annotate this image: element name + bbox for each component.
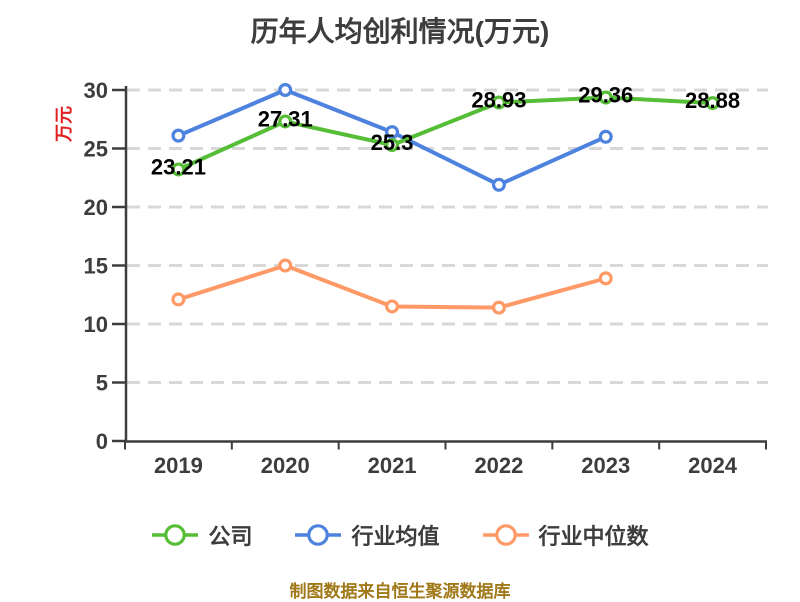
company-point-label: 28.93 — [471, 88, 526, 113]
y-tick-label: 25 — [84, 137, 108, 162]
company-point — [171, 162, 186, 177]
legend-item-company: 公司 — [151, 519, 252, 551]
industry-average-point — [598, 129, 613, 144]
legend-label-industry-median: 行业中位数 — [538, 524, 649, 549]
y-tick-label: 15 — [84, 254, 108, 279]
company-point — [598, 90, 613, 105]
company-point-label: 25.3 — [371, 130, 414, 155]
company-point-label: 28.88 — [685, 88, 740, 113]
legend-label-industry-average: 行业均值 — [351, 524, 440, 549]
legend-item-industry-average: 行业均值 — [294, 519, 440, 551]
company-line-marker-icon — [152, 524, 199, 546]
company-point — [491, 95, 506, 110]
x-tick-label: 2019 — [154, 453, 203, 478]
x-tick-label: 2022 — [474, 453, 523, 478]
company-point — [278, 114, 293, 129]
company-point — [385, 137, 400, 152]
company-point-label: 27.31 — [258, 106, 313, 131]
industry-average-point — [385, 125, 400, 140]
legend: 公司 行业均值 行业中位数 — [0, 519, 800, 551]
company-point-label: 23.21 — [151, 154, 206, 179]
y-tick-label: 5 — [96, 371, 108, 396]
industry-median-line-marker-icon — [482, 524, 529, 546]
industry-median-point — [171, 292, 186, 307]
legend-item-industry-median: 行业中位数 — [482, 519, 649, 551]
company-line — [176, 95, 715, 172]
x-tick-label: 2024 — [688, 453, 738, 478]
industry-average-point — [171, 128, 186, 143]
x-tick-label: 2023 — [581, 453, 630, 478]
data-source-note: 制图数据来自恒生聚源数据库 — [289, 582, 511, 601]
industry-median-point — [491, 300, 506, 315]
chart-title: 历年人均创利情况(万元) — [250, 16, 550, 47]
y-tick-label: 0 — [96, 429, 108, 454]
y-tick-label: 20 — [84, 195, 108, 220]
x-tick-label: 2021 — [368, 453, 417, 478]
industry-median-point — [385, 299, 400, 314]
industry-average-line-marker-icon — [295, 524, 342, 546]
industry-average-point — [278, 82, 293, 97]
company-point — [705, 96, 720, 111]
y-tick-label: 30 — [84, 78, 108, 103]
y-tick-label: 10 — [84, 312, 108, 337]
x-tick-label: 2020 — [261, 453, 310, 478]
legend-label-company: 公司 — [208, 524, 253, 549]
company-point-label: 29.36 — [578, 82, 633, 107]
industry-average-point — [491, 177, 506, 192]
industry-median-point — [278, 258, 293, 273]
industry-median-point — [598, 271, 613, 286]
